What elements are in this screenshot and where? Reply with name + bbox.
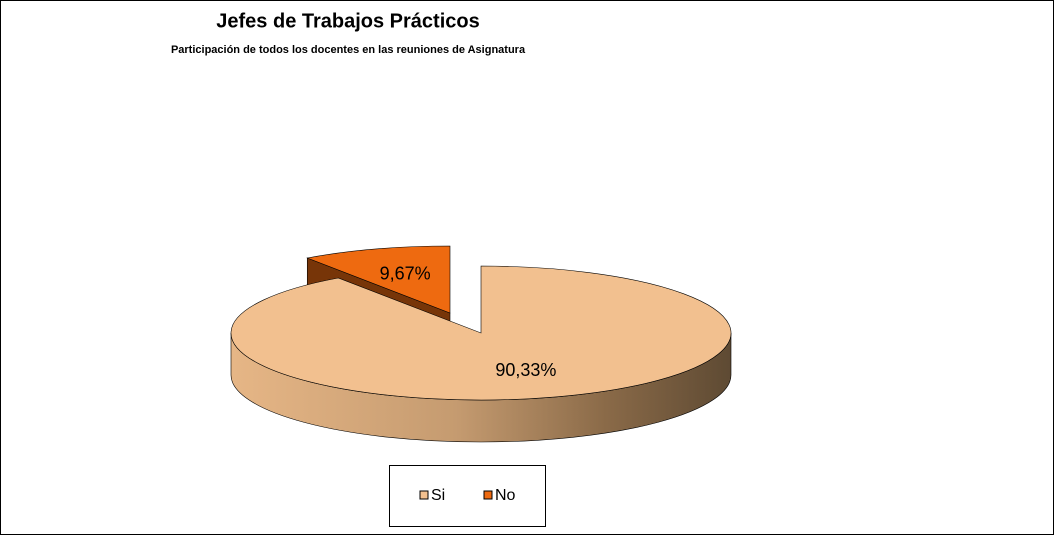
legend-box: [389, 465, 546, 527]
legend-label: Si: [431, 487, 445, 504]
pie-slice: [306, 245, 451, 314]
legend-swatch: [419, 490, 429, 500]
legend-label: No: [495, 487, 516, 504]
legend-swatch: [483, 490, 493, 500]
chart-title: Jefes de Trabajos Prácticos: [216, 10, 479, 32]
chart-subtitle: Participación de todos los docentes en l…: [171, 44, 526, 56]
data-label: 9,67%: [380, 263, 431, 283]
data-label: 90,33%: [495, 360, 556, 380]
pie-slice: [230, 265, 732, 401]
